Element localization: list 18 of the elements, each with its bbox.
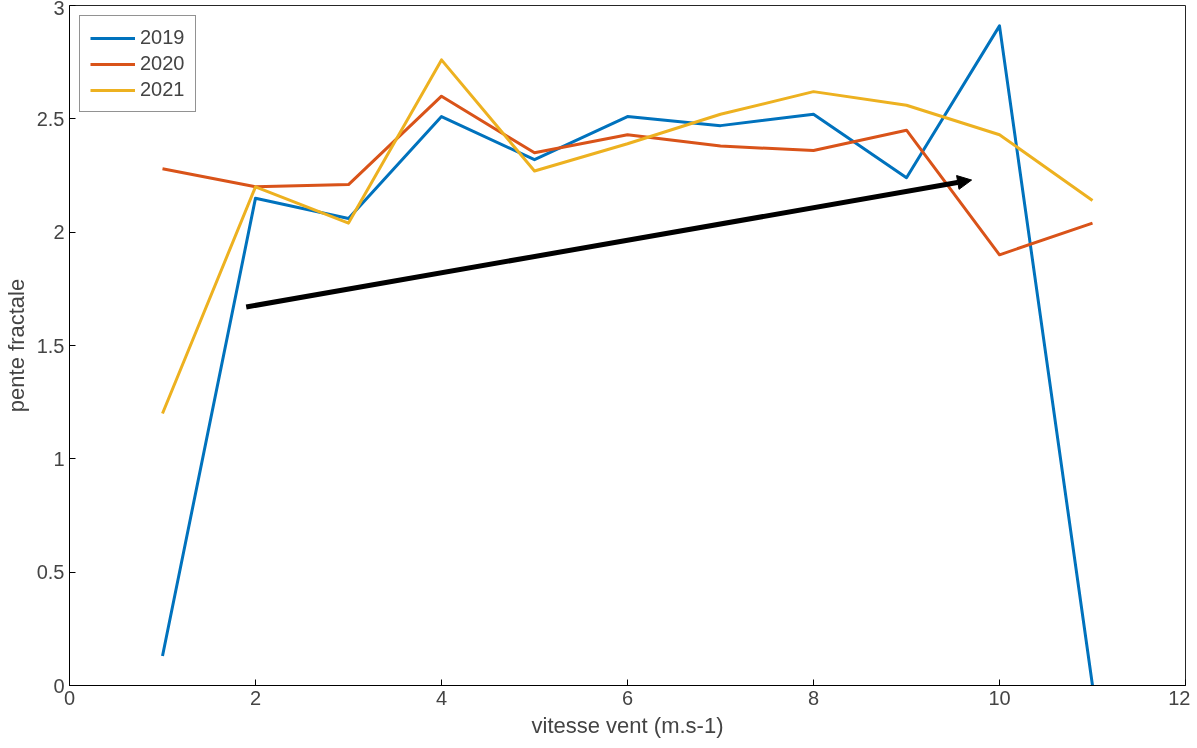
x-tick-label: 8 [807,686,820,709]
x-tick-label: 10 [988,686,1011,709]
x-axis-title: vitesse vent (m.s-1) [531,712,724,738]
x-tick-label: 6 [621,686,634,709]
y-tick-label: 2 [53,221,65,244]
line-series [161,94,1094,257]
legend-label: 2019 [140,26,185,49]
y-tick-label: 1.5 [36,334,65,357]
y-axis-title: pente fractale [3,278,29,413]
x-tick-label: 12 [1168,686,1191,709]
x-tick-label: 4 [435,686,448,709]
y-tick-label: 0.5 [36,561,65,584]
legend-label: 2021 [140,78,185,101]
y-tick-label: 3 [53,0,65,19]
legend-label: 2020 [140,52,185,75]
x-tick-label: 2 [249,686,262,709]
y-tick-label: 1 [53,447,65,470]
y-tick-label: 2.5 [36,107,65,130]
